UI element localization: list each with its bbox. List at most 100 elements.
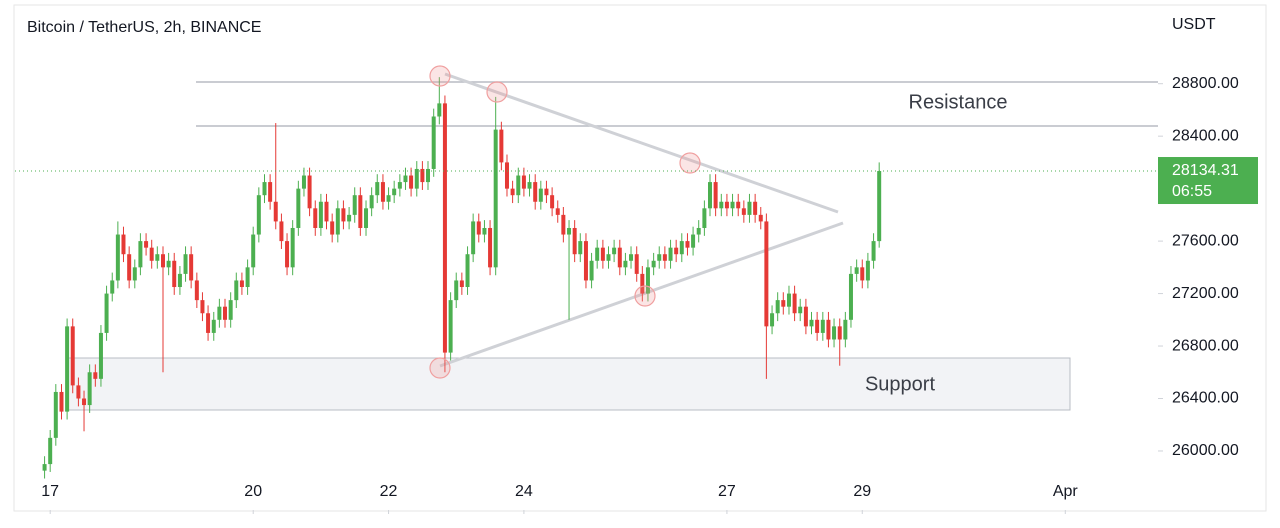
candle-body — [132, 267, 137, 281]
pivot-circle — [634, 285, 656, 307]
candle-body — [465, 254, 470, 288]
candle-body — [623, 260, 628, 268]
candle-body — [837, 326, 842, 340]
last-price-box — [1158, 157, 1258, 205]
candle-body — [59, 391, 64, 412]
candle-body — [347, 214, 352, 222]
candle-body — [792, 293, 797, 314]
candle-body — [369, 195, 374, 209]
candle-body — [206, 313, 211, 333]
candle-body — [239, 280, 244, 288]
frame — [13, 4, 1267, 512]
y-axis-label: USDT — [1172, 16, 1216, 33]
candle-body — [318, 201, 323, 228]
candle-body — [803, 306, 808, 327]
candle-body — [82, 398, 87, 406]
candle-body — [747, 201, 752, 215]
candle-body — [493, 129, 498, 268]
pivot-circle — [679, 152, 701, 174]
candle-body — [775, 300, 780, 314]
x-tick-label: 20 — [244, 483, 262, 500]
candle-body — [279, 221, 284, 242]
candle-body — [448, 300, 453, 353]
candle-body — [832, 326, 837, 340]
candle-body — [651, 260, 656, 268]
x-tick-label: Apr — [1053, 483, 1079, 500]
candle-body — [110, 280, 115, 294]
candle-body — [442, 103, 447, 353]
candle-body — [865, 260, 870, 281]
candle-body — [764, 221, 769, 327]
y-tick-label: 26800.00 — [1172, 337, 1239, 354]
candle-body — [561, 214, 566, 235]
candle-body — [533, 182, 538, 202]
countdown-label: 06:55 — [1172, 183, 1212, 200]
candle-body — [555, 208, 560, 215]
candle-body — [719, 201, 724, 209]
candle-body — [724, 201, 729, 209]
candle-body — [815, 319, 820, 333]
support-zone — [65, 357, 1071, 411]
candle-body — [149, 247, 154, 261]
y-tick-label: 26400.00 — [1172, 390, 1239, 407]
x-tick-label: 24 — [515, 483, 533, 500]
candle-body — [268, 182, 273, 202]
candle-body — [685, 241, 690, 248]
candle-body — [871, 241, 876, 261]
candle-body — [53, 391, 58, 438]
candle-body — [290, 227, 295, 268]
candle-body — [262, 182, 267, 196]
candle-body — [629, 254, 634, 261]
candle-body — [578, 241, 583, 255]
candle-body — [155, 254, 160, 261]
candle-body — [358, 195, 363, 228]
candle-body — [245, 267, 250, 288]
candle-body — [454, 280, 459, 301]
candle-body — [606, 254, 611, 261]
x-tick-label: 22 — [380, 483, 398, 500]
candle-body — [860, 267, 865, 281]
candle-body — [364, 208, 369, 228]
candle-body — [138, 241, 143, 268]
candle-body — [600, 247, 605, 261]
candle-body — [273, 201, 278, 222]
candle-body — [781, 300, 786, 307]
candle-body — [538, 188, 543, 202]
candle-body — [567, 227, 572, 235]
candle-body — [516, 175, 521, 196]
x-tick-label: 29 — [853, 483, 871, 500]
candle-body — [820, 319, 825, 333]
candle-body — [183, 254, 188, 274]
candle-body — [98, 332, 103, 379]
candle-body — [70, 326, 75, 386]
candle-body — [386, 195, 391, 202]
candle-body — [471, 221, 476, 255]
candle-body — [127, 254, 132, 281]
candle-body — [409, 175, 414, 189]
candle-body — [375, 182, 380, 196]
pivot-circle — [429, 65, 451, 87]
candle-body — [42, 464, 47, 471]
candle-body — [691, 234, 696, 248]
candle-body — [200, 300, 205, 314]
candle-body — [256, 195, 261, 235]
candle-body — [194, 280, 199, 301]
candle-body — [713, 182, 718, 209]
pivot-circle — [486, 81, 508, 103]
candle-body — [437, 103, 442, 117]
candle-body — [228, 300, 233, 320]
candle-body — [877, 171, 882, 242]
candle-body — [510, 188, 515, 196]
triangle-lower — [439, 221, 844, 368]
candle-body — [313, 208, 318, 228]
candle-body — [403, 175, 408, 183]
x-tick-label: 27 — [718, 483, 736, 500]
candle-body — [177, 273, 182, 288]
candle-body — [104, 293, 109, 333]
candle-body — [504, 162, 509, 189]
candles — [42, 77, 882, 479]
candle-body — [426, 168, 431, 183]
candle-body — [798, 306, 803, 314]
candle-body — [595, 247, 600, 261]
candle-body — [121, 234, 126, 255]
